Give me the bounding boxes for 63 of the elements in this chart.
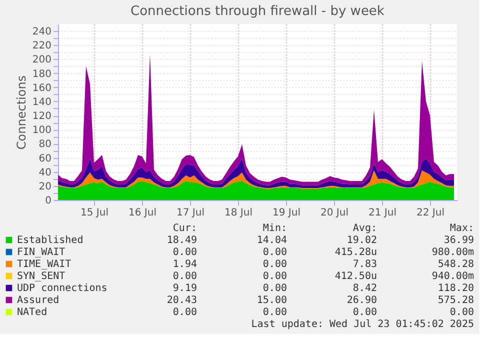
text: 0.00 <box>172 307 197 318</box>
x-tick-label: 18 Jul <box>224 208 252 218</box>
y-tick-label: 200 <box>32 54 52 66</box>
text: 0.00 <box>352 307 377 318</box>
y-tick-label: 60 <box>38 153 52 164</box>
legend-label: Assured <box>17 295 60 306</box>
y-tick-label: 40 <box>38 167 52 178</box>
legend-label: SYN_SENT <box>17 271 66 282</box>
text: Avg: <box>352 223 377 234</box>
text: 7.83 <box>352 259 377 270</box>
text: Last update: Wed Jul 23 01:45:02 2025 <box>251 319 474 330</box>
text: 0.00 <box>450 307 474 318</box>
legend-label: NATed <box>17 307 48 318</box>
text: 0.00 <box>262 307 287 318</box>
text: 15.00 <box>256 295 287 306</box>
chart-title: Connections through firewall - by week <box>130 4 385 19</box>
text: 0.00 <box>172 271 197 282</box>
text: 8.42 <box>352 283 377 294</box>
text: 412.50u <box>334 271 377 282</box>
text: 940.00m <box>432 271 474 282</box>
text: 1.94 <box>172 259 197 270</box>
text: 9.19 <box>172 283 197 294</box>
y-tick-label: 140 <box>32 96 52 108</box>
text: 14.04 <box>256 235 287 246</box>
x-tick-label: 20 Jul <box>320 208 348 218</box>
text: Cur: <box>172 223 197 234</box>
legend-label: UDP connections <box>17 283 108 294</box>
text: Max: <box>450 223 474 234</box>
y-tick-label: 180 <box>32 68 52 80</box>
y-tick-label: 100 <box>32 125 52 136</box>
text: 0.00 <box>262 247 287 258</box>
text: 0.00 <box>172 247 197 258</box>
y-tick-label: 240 <box>32 26 52 38</box>
text: Min: <box>262 223 287 234</box>
legend-label: Established <box>17 235 84 246</box>
x-tick-label: 19 Jul <box>272 208 300 218</box>
y-tick-label: 120 <box>32 111 52 122</box>
text: 0.00 <box>262 283 287 294</box>
text: 0.00 <box>262 259 287 270</box>
text: 575.28 <box>438 295 474 306</box>
y-tick-label: 220 <box>32 40 52 52</box>
text: 548.28 <box>438 259 474 270</box>
text: 26.90 <box>346 295 377 306</box>
text: 415.28u <box>334 247 377 258</box>
legend-label: FIN_WAIT <box>17 247 66 258</box>
y-tick-label: 160 <box>32 82 52 94</box>
x-tick-label: 21 Jul <box>368 208 396 218</box>
y-tick-label: 80 <box>38 139 52 150</box>
text: 980.00m <box>432 247 474 258</box>
text: 36.99 <box>444 235 474 246</box>
y-axis-title: Connections <box>14 75 28 150</box>
text: 0.00 <box>262 271 287 282</box>
y-tick-label: 0 <box>45 196 52 206</box>
legend-label: TIME_WAIT <box>17 259 72 270</box>
x-tick-label: 17 Jul <box>176 208 204 218</box>
text: 18.49 <box>166 235 197 246</box>
x-tick-label: 15 Jul <box>80 208 108 218</box>
text: 19.02 <box>346 235 377 246</box>
x-tick-label: 22 Jul <box>416 208 444 218</box>
text: 118.20 <box>438 283 474 294</box>
x-tick-label: 16 Jul <box>128 208 156 218</box>
y-tick-label: 20 <box>38 181 52 192</box>
text: 20.43 <box>166 295 197 306</box>
